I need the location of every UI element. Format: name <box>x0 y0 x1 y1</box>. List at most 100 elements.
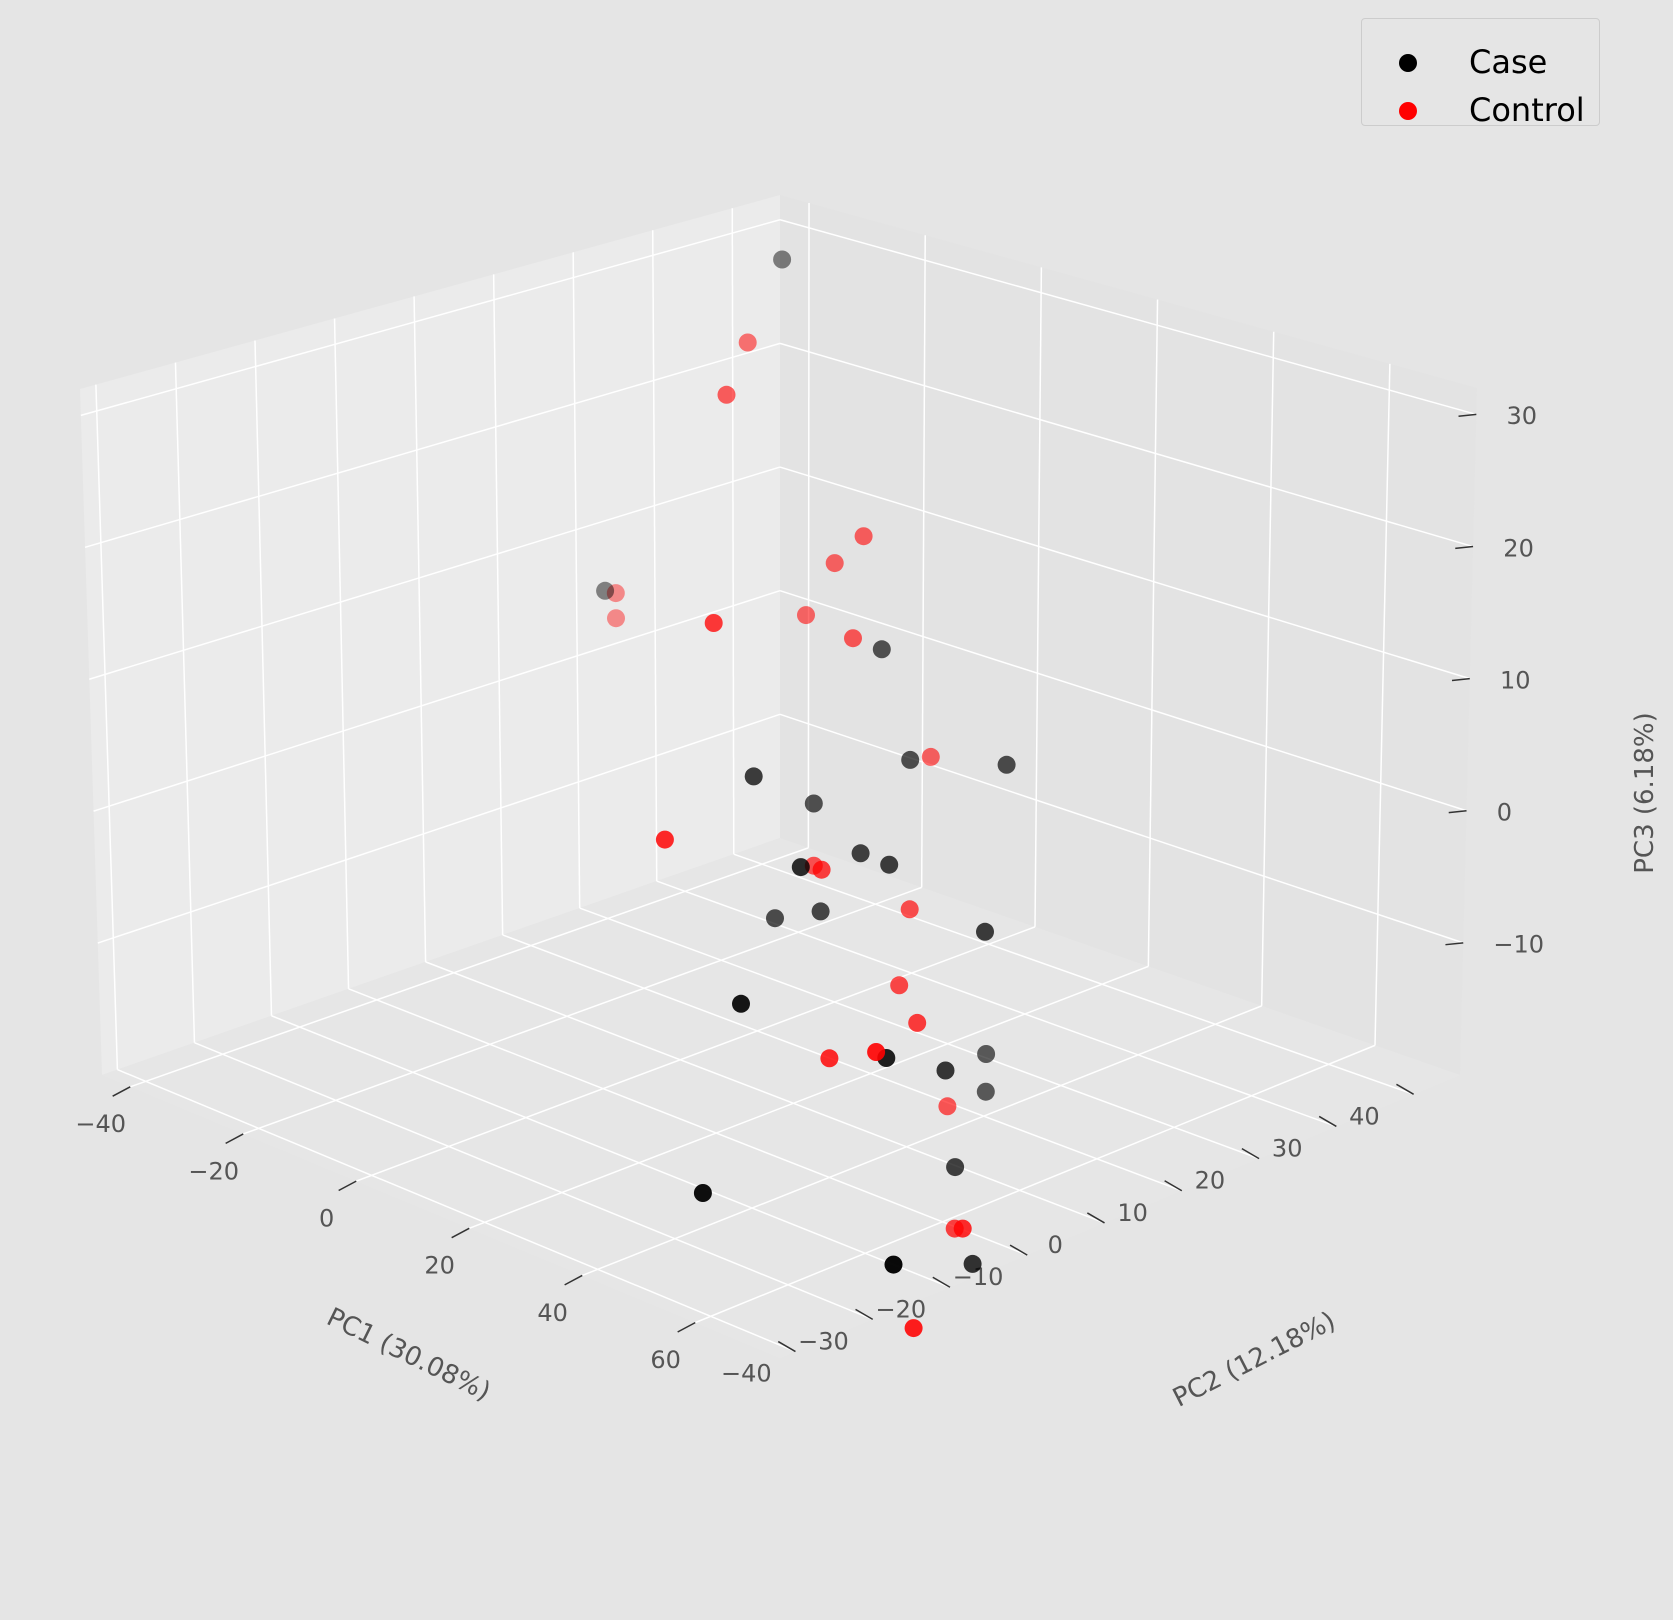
z-axis-label: PC3 (6.18%) <box>1630 712 1660 874</box>
point-case-20 <box>884 1255 903 1274</box>
y-tick-mark <box>777 1340 796 1353</box>
point-control-0 <box>738 333 757 352</box>
pane-left <box>80 195 780 1075</box>
x-tick-mark <box>225 1133 244 1145</box>
grid-line-y-floor <box>425 961 1105 1224</box>
point-control-8 <box>704 614 723 632</box>
grid-line-x-floor <box>694 1044 1376 1324</box>
point-case-8 <box>997 755 1016 774</box>
grid-line-x-floor <box>242 886 922 1135</box>
point-case-18 <box>977 1045 996 1063</box>
point-case-5 <box>901 750 920 769</box>
point-control-5 <box>825 554 844 573</box>
grid-line-x-wall <box>1147 299 1159 967</box>
point-case-13 <box>880 855 899 874</box>
y-tick-label: −30 <box>798 1327 849 1355</box>
grid-line-x-floor <box>581 1005 1262 1277</box>
data-points <box>596 250 1016 1338</box>
x-tick-mark <box>112 1086 131 1097</box>
grid-line-z-right <box>779 219 1477 416</box>
z-tick-label: 0 <box>1497 799 1512 827</box>
y-tick-label: 30 <box>1272 1135 1303 1163</box>
grid-line-z-right <box>779 466 1471 680</box>
point-case-9 <box>744 767 763 786</box>
point-control-6 <box>854 527 873 546</box>
grid-line-y-wall <box>413 296 427 962</box>
point-control-18 <box>938 1097 957 1116</box>
z-tick-label: 30 <box>1507 402 1538 430</box>
y-tick-mark <box>1241 1147 1260 1160</box>
grid-line-z-left <box>80 219 781 417</box>
y-tick-mark <box>1396 1083 1415 1095</box>
z-tick-mark <box>1448 810 1467 814</box>
point-case-12 <box>693 1184 712 1202</box>
point-control-15 <box>908 1013 927 1032</box>
y-tick-label: 10 <box>1117 1199 1148 1227</box>
x-tick-mark <box>338 1180 357 1192</box>
grid-line-x-wall <box>1374 363 1391 1046</box>
y-tick-label: −40 <box>721 1360 772 1388</box>
point-control-17 <box>867 1043 886 1061</box>
point-case-11 <box>732 994 750 1013</box>
point-case-14 <box>976 922 994 941</box>
z-tick-label: −10 <box>1493 931 1544 959</box>
point-case-21 <box>963 1254 982 1273</box>
grid-line-z-right <box>779 589 1467 812</box>
point-control-13 <box>900 900 919 919</box>
grid-line-x-wall <box>807 203 810 848</box>
x-tick-mark <box>677 1321 696 1333</box>
point-control-11 <box>921 747 940 766</box>
point-control-2 <box>606 584 625 603</box>
grid-line-y-floor <box>271 1015 951 1288</box>
point-case-3 <box>804 794 823 813</box>
pane-right <box>780 195 1477 1075</box>
grid-line-y-floor <box>194 1041 874 1321</box>
grid-line-y-wall <box>333 318 350 989</box>
point-control-20 <box>904 1319 923 1338</box>
legend-marker-control <box>1399 102 1417 120</box>
y-tick-label: 40 <box>1349 1102 1380 1130</box>
point-case-7 <box>766 909 784 928</box>
point-case-2 <box>872 640 891 659</box>
legend-label-control: Control <box>1469 91 1585 129</box>
y-tick-label: 20 <box>1195 1167 1226 1195</box>
point-case-6 <box>811 902 830 921</box>
grid-line-x-floor <box>355 926 1036 1182</box>
y-tick-label: 0 <box>1048 1231 1063 1259</box>
legend-label-case: Case <box>1469 43 1548 81</box>
y-tick-mark <box>1086 1212 1105 1224</box>
point-control-14 <box>890 976 909 995</box>
z-tick-mark <box>1445 942 1464 946</box>
grid-line-z-left <box>97 713 781 944</box>
x-tick-label: 40 <box>537 1299 568 1327</box>
grid-line-y-wall <box>731 208 735 855</box>
grid-line-y-floor <box>348 988 1028 1256</box>
point-control-3 <box>607 609 625 628</box>
x-tick-mark <box>564 1274 583 1286</box>
grid-line-y-wall <box>95 384 119 1070</box>
grid-line-z-left <box>89 466 781 680</box>
grid-line-y-wall <box>254 340 273 1016</box>
grid-line-x-floor <box>130 847 809 1088</box>
grid-line-y-floor <box>502 934 1183 1192</box>
legend-item-control: Control <box>1362 89 1599 133</box>
grid-line-y-floor <box>733 853 1414 1096</box>
grid-line-y-wall <box>572 252 581 909</box>
point-case-19 <box>946 1158 965 1177</box>
point-case-17 <box>976 1082 995 1101</box>
point-case-16 <box>936 1061 955 1080</box>
point-case-10 <box>791 858 810 877</box>
point-case-0 <box>773 250 792 269</box>
z-tick-mark <box>1455 545 1474 550</box>
grid-line-y-wall <box>651 230 658 882</box>
point-control-1 <box>717 385 736 404</box>
legend-marker-case <box>1399 54 1417 72</box>
point-control-9 <box>655 830 674 849</box>
x-tick-label: 60 <box>650 1346 681 1374</box>
x-tick-label: 20 <box>424 1252 455 1280</box>
grid-lines <box>80 203 1477 1353</box>
point-case-1 <box>596 581 615 600</box>
y-tick-mark <box>855 1308 874 1321</box>
y-tick-mark <box>932 1276 951 1288</box>
